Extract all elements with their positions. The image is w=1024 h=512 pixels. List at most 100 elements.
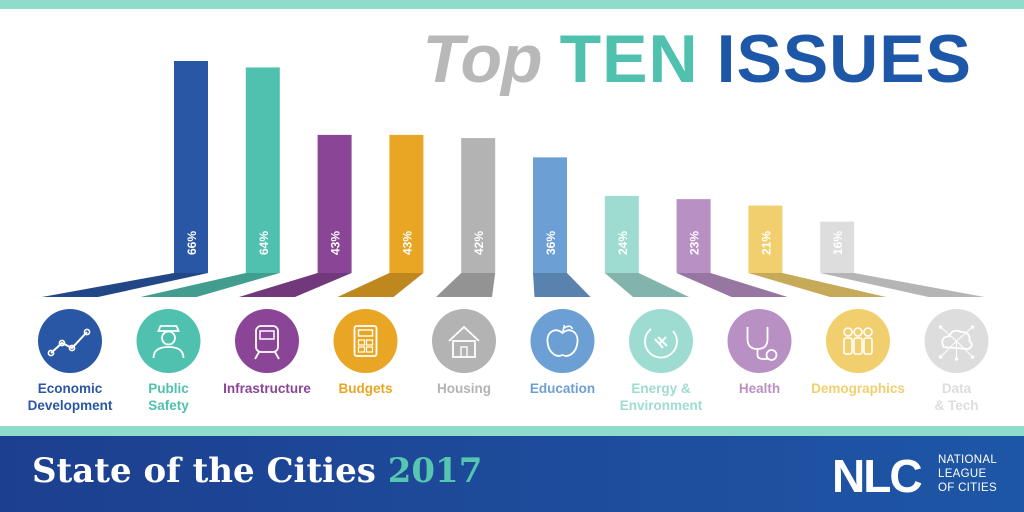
power-plug-icon (644, 328, 678, 359)
line-chart-icon (47, 328, 91, 357)
icon-train-body (255, 325, 279, 353)
bar (820, 221, 855, 273)
category-label: Data (942, 381, 972, 396)
category-icon-circle (826, 309, 890, 373)
bar-connector (820, 273, 985, 297)
icon-point (58, 339, 66, 347)
icon-steth-bell (765, 349, 778, 361)
top-stripe (0, 0, 1024, 9)
category-icon-circle (333, 309, 398, 373)
category-label: Infrastructure (223, 381, 311, 396)
icon-point (83, 328, 91, 336)
bar-connector (604, 273, 689, 297)
police-officer-icon (152, 325, 185, 359)
icon-calc-body (353, 325, 378, 357)
category-label: Public (148, 381, 189, 396)
icon-roof (448, 325, 480, 342)
icon-person-head (863, 327, 873, 337)
title-ten: TEN (559, 21, 699, 97)
icon-network-node (938, 325, 943, 329)
bar-connector (436, 273, 496, 297)
icon-door (460, 346, 468, 358)
icon-person-head (853, 327, 863, 337)
icon-head (161, 330, 176, 346)
title-issues: ISSUES (716, 21, 972, 97)
bar-value-label: 36% (544, 231, 558, 255)
icon-steth-line (756, 349, 768, 360)
icon-network-node (970, 325, 975, 329)
logo-line-2: LEAGUE (938, 468, 987, 480)
bar-value-label: 21% (759, 231, 773, 255)
stethoscope-icon (746, 327, 778, 361)
icon-train-window (259, 330, 275, 340)
icon-person-body (853, 337, 863, 355)
category-label-line2: Safety (148, 398, 189, 413)
bar (748, 205, 783, 273)
icon-network-line (940, 340, 957, 358)
icon-network-node (970, 355, 975, 359)
icon-network-line (940, 326, 957, 342)
bar (533, 157, 567, 273)
icon-network-node (954, 357, 959, 361)
icon-apple-body (546, 329, 579, 357)
category-icon-circle (38, 309, 102, 373)
icon-network-line (956, 340, 973, 358)
nlc-logo: NLC NATIONAL LEAGUE OF CITIES (832, 447, 1002, 502)
bar-connector (42, 273, 208, 297)
category-icon-circle (235, 309, 299, 373)
logo-line-3: OF CITIES (938, 482, 997, 494)
bar-connector (337, 273, 424, 297)
bar (245, 67, 280, 273)
people-group-icon (843, 327, 873, 355)
icon-cap (157, 325, 180, 332)
icon-network-node (938, 355, 943, 359)
footer-stripe (0, 426, 1024, 436)
train-icon (254, 325, 280, 360)
category-label-line2: & Tech (934, 398, 978, 413)
chart-title: Top TEN ISSUES (422, 20, 972, 98)
icon-person-body (843, 337, 853, 355)
bar (676, 199, 711, 273)
bar-value-label: 23% (688, 231, 702, 255)
apple-icon (546, 324, 579, 357)
category-icon-circle (727, 309, 792, 373)
bar (174, 61, 208, 273)
icon-person-head (843, 327, 853, 337)
cloud-network-icon (938, 325, 975, 361)
bar (604, 195, 639, 273)
category-label-line2: Development (28, 398, 113, 413)
icon-person-body (863, 337, 873, 355)
icon-train-rails (254, 351, 280, 360)
icon-point (47, 349, 55, 357)
category-label: Education (530, 381, 595, 396)
bar-value-label: 43% (400, 231, 414, 255)
category-label: Energy & (631, 381, 691, 396)
icon-apple-stem (561, 324, 574, 334)
icon-cloud (941, 329, 973, 350)
category-label-line2: Environment (620, 398, 703, 413)
icon-point (68, 344, 76, 352)
category-icon-circle (136, 309, 201, 373)
category-label: Demographics (811, 381, 905, 396)
category-label: Economic (38, 381, 103, 396)
bar-connector (748, 273, 886, 297)
bar-value-label: 16% (831, 231, 845, 255)
calculator-icon (353, 325, 378, 357)
icon-body (152, 346, 185, 359)
bar-connector (676, 273, 788, 297)
category-icon-circle (530, 309, 595, 373)
footer-title-text: State of the Cities (32, 451, 376, 491)
title-top: Top (422, 21, 542, 97)
bar-value-label: 24% (616, 231, 630, 255)
icon-line (50, 331, 88, 354)
bar-value-label: 64% (257, 231, 271, 255)
icon-calc-key (365, 346, 374, 353)
category-label: Housing (437, 381, 491, 396)
bar-value-label: 42% (472, 231, 486, 255)
logo-mark: NLC (832, 450, 923, 502)
bar-value-label: 66% (185, 231, 199, 255)
bar-connector (533, 273, 591, 297)
bar-connector (140, 273, 280, 297)
icon-calc-key (365, 339, 374, 346)
